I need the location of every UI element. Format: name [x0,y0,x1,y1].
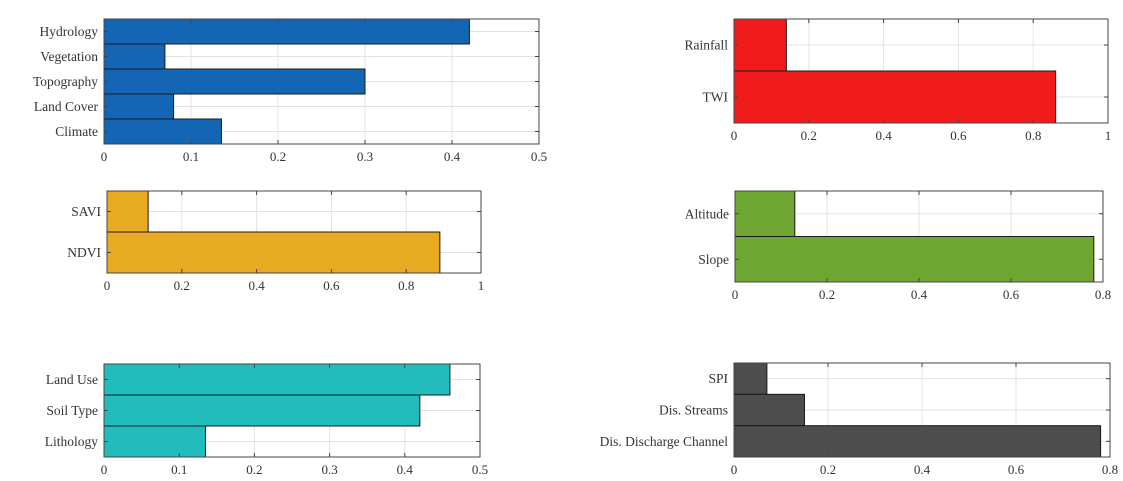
bar-dis-streams [733,393,805,427]
x-tick-label: 0 [731,128,738,143]
x-tick-label: 0.4 [914,462,931,477]
x-tick-label: 0.4 [248,278,265,293]
x-tick-label: 0.3 [321,462,337,477]
bar-land-cover [103,93,175,120]
x-tick-label: 0.8 [1102,462,1118,477]
x-tick-label: 0 [101,462,108,477]
category-label: SAVI [71,204,101,219]
category-label: Lithology [45,434,98,449]
bar-topography [103,68,366,95]
x-tick-label: 0.2 [801,128,817,143]
x-tick-label: 1 [1105,128,1112,143]
category-label: TWI [703,90,729,105]
bar-chart-panel: 0 0.1 0.2 0.3 0.4 0.5 Land Use Soil Type Litholo… [45,363,488,477]
bar-climate [103,118,222,145]
bar-rainfall [733,18,787,72]
x-tick-label: 0.8 [1095,287,1111,302]
category-label: Slope [698,252,729,267]
category-label: Land Cover [34,99,99,114]
x-tick-label: 1 [478,278,485,293]
axes-frame [733,18,1109,124]
bar-land-use [103,363,451,396]
category-label: NDVI [67,245,101,260]
x-tick-label: 0.2 [270,149,286,164]
x-tick-label: 0.4 [444,149,461,164]
bar-spi [733,362,768,395]
x-tick-label: 0.8 [398,278,414,293]
x-tick-label: 0.5 [472,462,488,477]
bar-slope [734,236,1095,283]
bar-ndvi [106,231,441,274]
bar-savi [106,190,149,233]
category-label: Dis. Discharge Channel [600,434,729,449]
x-tick-label: 0.8 [1025,128,1041,143]
category-label: Altitude [685,206,729,221]
category-label: Dis. Streams [659,403,728,418]
bar-hydrology [103,18,470,45]
x-tick-label: 0.1 [171,462,187,477]
axes-frame [106,190,482,274]
category-label: Rainfall [685,38,729,53]
bar-dis-discharge-channel [733,425,1102,458]
x-tick-label: 0 [732,287,739,302]
x-tick-label: 0 [104,278,111,293]
x-tick-label: 0.3 [357,149,373,164]
bar-lithology [103,425,207,458]
bar-chart-panel: 0 0.2 0.4 0.6 0.8 1 Rainfall TWI [685,18,1112,143]
bar-twi [733,70,1057,124]
category-label: Soil Type [46,403,98,418]
x-tick-label: 0 [731,462,738,477]
x-tick-label: 0.5 [531,149,547,164]
category-label: Topography [33,74,98,89]
bar-vegetation [103,43,166,70]
bar-chart-panel: 0 0.2 0.4 0.6 0.8 1 SAVI NDVI [67,190,485,293]
category-label: Hydrology [40,24,99,39]
category-label: Climate [55,124,98,139]
x-tick-label: 0.4 [397,462,414,477]
bar-chart-panel: 0 0.2 0.4 0.6 0.8 Altitude Slope [685,190,1111,302]
category-label: Vegetation [40,49,98,64]
x-tick-label: 0.6 [323,278,340,293]
x-tick-label: 0.4 [875,128,892,143]
x-tick-label: 0.2 [819,287,835,302]
bar-altitude [734,190,796,237]
bar-chart-panel: 0 0.2 0.4 0.6 0.8 SPI Dis. Streams Dis. Dischar… [600,362,1118,477]
x-tick-label: 0.6 [1008,462,1025,477]
x-tick-label: 0.4 [911,287,928,302]
x-tick-label: 0.6 [1003,287,1020,302]
x-tick-label: 0.2 [246,462,262,477]
category-label: SPI [708,371,728,386]
category-label: Land Use [46,372,98,387]
x-tick-label: 0.2 [820,462,836,477]
bar-chart-panel: 0 0.1 0.2 0.3 0.4 0.5 Hydrology Vegetation Topog… [33,18,547,164]
x-tick-label: 0 [101,149,108,164]
x-tick-label: 0.1 [183,149,199,164]
bar-soil-type [103,394,421,427]
x-tick-label: 0.6 [950,128,967,143]
x-tick-label: 0.2 [174,278,190,293]
